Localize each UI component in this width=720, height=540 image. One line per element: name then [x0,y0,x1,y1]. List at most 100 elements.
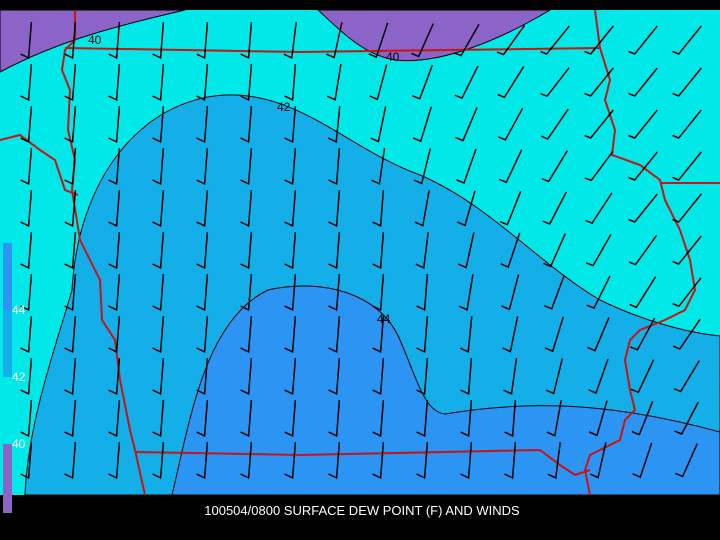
wind-barb [460,358,473,396]
wind-barb [416,316,429,354]
wind-barb [108,400,121,438]
wind-barb [674,401,699,435]
wind-barb [628,151,658,181]
state-line [0,133,79,196]
wind-barb [196,106,209,144]
wind-barb [504,400,517,438]
wind-barb [196,316,209,354]
wind-barb [108,22,121,60]
wind-barb [20,400,33,438]
wind-barb [372,442,385,480]
wind-barb [628,193,658,223]
wind-barb [675,443,698,478]
wind-barb [629,276,657,309]
wind-barb [584,151,614,182]
wind-barb [503,358,518,395]
wind-barb [328,400,341,438]
wind-barb [20,148,33,186]
wind-barb [20,106,33,144]
wind-barb [328,358,341,396]
legend-swatch [3,377,12,444]
wind-barb [64,400,77,438]
wind-barb [454,65,479,100]
map: 40 40 42 44 [0,9,720,496]
wind-barb [504,442,517,480]
wind-barb [152,232,165,270]
wind-barb [368,22,389,59]
wind-barb [20,64,33,102]
wind-barb [589,442,607,479]
wind-barb [630,359,655,394]
wind-barb [328,274,341,312]
wind-barb [499,191,522,226]
contour-label: 40 [88,33,102,47]
wind-barb [632,442,653,479]
contour-label: 42 [277,100,291,114]
wind-barb [20,274,33,312]
wind-barb [20,232,33,270]
wind-barb [284,400,297,438]
wind-barb [460,442,473,480]
wind-barb [587,317,610,352]
wind-barb [672,151,702,181]
legend-label: 40 [12,437,26,451]
wind-barb [326,64,342,101]
region-purple [316,9,552,62]
wind-barb [152,22,165,60]
wind-barb [328,190,341,228]
wind-barb [108,190,121,228]
wind-barb [589,400,608,437]
wind-barb [108,232,121,270]
wind-barb [416,400,429,438]
wind-barb [672,235,702,265]
wind-barb [545,358,564,395]
wind-barb [585,192,613,225]
wind-barb [64,106,77,144]
wind-barb [413,148,432,185]
wind-barb [584,109,614,139]
wind-barb [196,358,209,396]
wind-barb [284,64,297,102]
wind-barb [372,358,385,396]
wind-barb [672,25,702,55]
state-line [583,47,697,496]
wind-barb [672,193,702,223]
wind-barb [584,67,614,97]
wind-barb [460,400,473,438]
wind-barb [284,148,297,186]
wind-barb [412,106,433,143]
wind-barb [327,106,341,144]
wind-barb [456,148,477,185]
wind-barb [108,148,121,186]
wind-barb [672,109,702,139]
wind-barb [453,24,480,57]
wind-barb [672,67,702,97]
wind-barb [240,442,253,480]
wind-barb [108,316,121,354]
wind-barb [372,400,385,438]
wind-barb [284,232,297,270]
wind-barb [500,232,521,269]
wind-barb [372,316,385,354]
wind-barb [240,22,253,60]
wind-barb [543,274,566,310]
wind-barb [541,150,568,183]
wind-barb [20,442,33,480]
wind-barb [64,232,77,270]
wind-barb [459,316,473,354]
wind-barb [540,67,570,98]
wind-barb [540,108,569,140]
wind-barb [108,442,121,480]
wind-barb [196,64,209,102]
wind-barb [152,316,165,354]
wind-barb [540,25,570,55]
wind-barb [544,316,565,353]
wind-barb [284,358,297,396]
wind-barb [411,64,434,100]
wind-barb [152,64,165,102]
wind-barb [628,234,658,266]
wind-barb [415,232,429,270]
state-line [60,10,146,496]
color-legend: 44 42 40 [3,243,26,513]
wind-barb [411,23,434,58]
